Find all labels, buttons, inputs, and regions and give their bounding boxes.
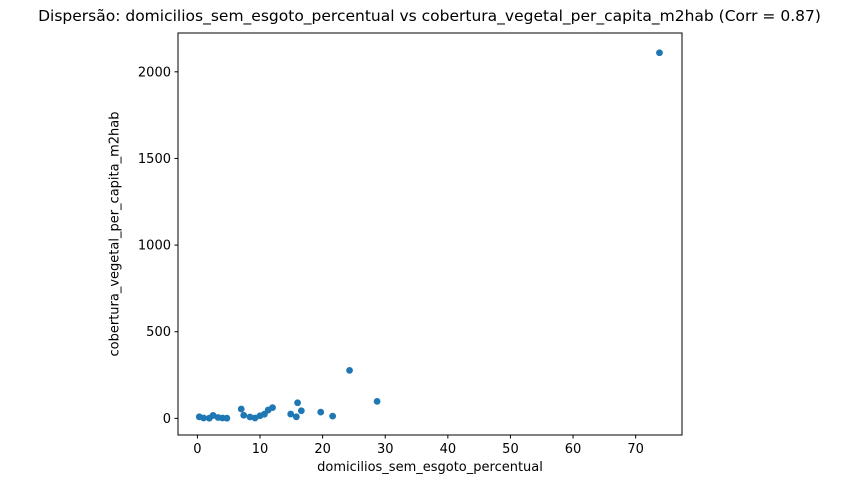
- x-tick-label: 70: [627, 442, 644, 457]
- scatter-point: [373, 397, 381, 405]
- x-tick-label: 40: [440, 442, 457, 457]
- x-tick-label: 10: [252, 442, 269, 457]
- x-tick-label: 0: [193, 442, 201, 457]
- y-tick-label: 1000: [138, 239, 171, 254]
- scatter-point: [237, 405, 245, 413]
- y-tick-label: 500: [146, 325, 171, 340]
- scatter-point: [329, 412, 337, 420]
- scatter-point: [292, 413, 300, 421]
- scatter-point: [240, 411, 248, 419]
- scatter-point: [656, 49, 663, 57]
- scatter-point: [287, 410, 295, 418]
- x-tick-label: 30: [377, 442, 394, 457]
- scatter-point: [223, 414, 231, 422]
- x-tick-label: 20: [314, 442, 331, 457]
- scatter-point: [297, 407, 305, 415]
- scatter-point: [200, 414, 208, 422]
- x-tick-label: 60: [565, 442, 582, 457]
- scatter-point: [317, 408, 325, 416]
- y-tick-label: 1500: [138, 152, 171, 167]
- y-tick-label: 2000: [138, 65, 171, 80]
- x-tick-label: 50: [502, 442, 519, 457]
- y-tick-label: 0: [163, 412, 171, 427]
- y-axis-label: cobertura_vegetal_per_capita_m2hab: [107, 111, 123, 357]
- axes-frame: [177, 32, 683, 436]
- scatter-point: [346, 366, 353, 374]
- x-axis-label: domicilios_sem_esgoto_percentual: [317, 460, 543, 475]
- scatter-point: [294, 399, 301, 407]
- chart-title: Dispersão: domicilios_sem_esgoto_percent…: [38, 7, 821, 25]
- scatter-point: [269, 404, 276, 412]
